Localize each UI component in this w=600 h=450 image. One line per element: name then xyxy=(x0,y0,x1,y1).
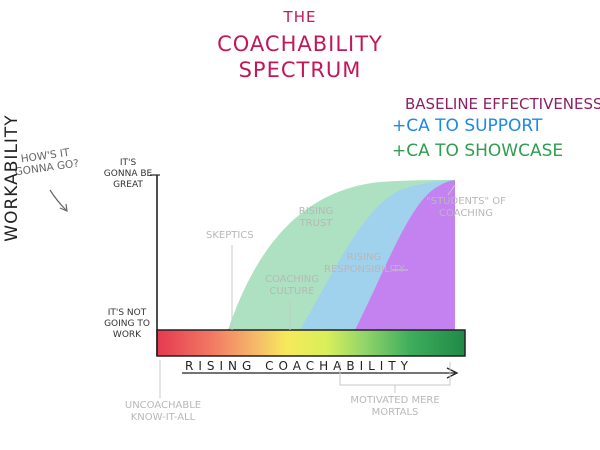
annotation-uncoachable: UNCOACHABLE KNOW-IT-ALL xyxy=(124,400,202,423)
y-bottom-label: IT'S NOT GOING TO WORK xyxy=(104,308,150,340)
annotation-students: "STUDENTS" OF COACHING xyxy=(426,196,506,219)
annotation-rising-trust: RISING TRUST xyxy=(298,206,334,229)
y-top-label: IT'S GONNA BE GREAT xyxy=(103,158,153,190)
legend-support: +CA TO SUPPORT xyxy=(392,116,543,136)
y-axis-label: WORKABILITY xyxy=(2,114,22,242)
annotation-skeptics: SKEPTICS xyxy=(206,230,254,241)
annotation-motivated: MOTIVATED MERE MORTALS xyxy=(350,395,440,418)
annotation-rising-responsibility: RISING RESPONSIBILITY xyxy=(324,252,405,275)
title-line-1: THE xyxy=(283,8,317,26)
rising-trust-pointer xyxy=(321,217,335,229)
title-line-3: SPECTRUM xyxy=(238,58,362,82)
title-line-2: COACHABILITY xyxy=(217,32,383,56)
question-arrow xyxy=(49,189,67,211)
students-pointer xyxy=(447,184,456,196)
x-axis-label: RISING COACHABILITY xyxy=(185,359,414,373)
legend-showcase: +CA TO SHOWCASE xyxy=(392,141,564,161)
question-arrowhead xyxy=(59,203,68,212)
coachability-spectrum-bar xyxy=(156,329,466,357)
area-baseline xyxy=(355,180,455,330)
legend-baseline: BASELINE EFFECTIVENESS xyxy=(405,95,600,113)
annotation-coaching-culture: COACHING CULTURE xyxy=(264,274,320,297)
